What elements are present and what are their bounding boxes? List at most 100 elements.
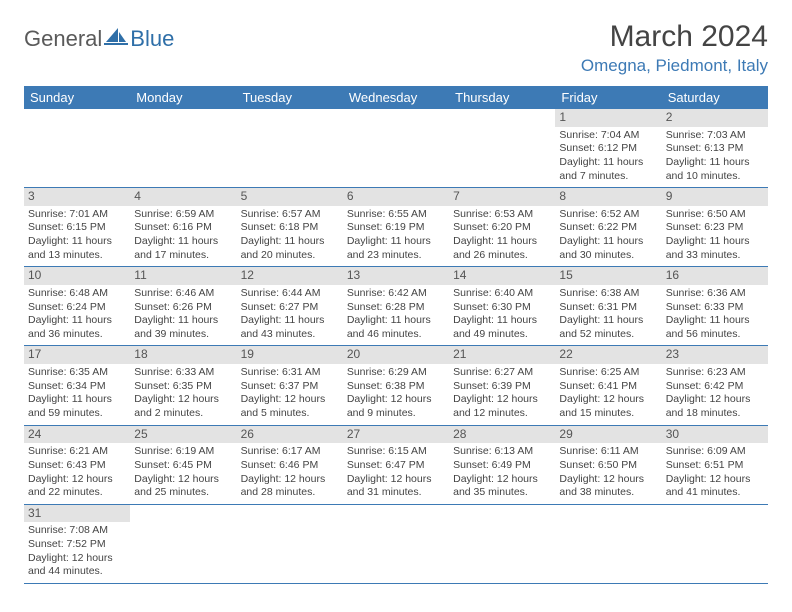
calendar-cell: 28Sunrise: 6:13 AM Sunset: 6:49 PM Dayli…: [449, 425, 555, 504]
header: General Blue March 2024 Omegna, Piedmont…: [24, 20, 768, 76]
day-number: 15: [555, 267, 661, 285]
day-detail: Sunrise: 6:59 AM Sunset: 6:16 PM Dayligh…: [134, 208, 232, 263]
day-detail: Sunrise: 6:36 AM Sunset: 6:33 PM Dayligh…: [666, 287, 764, 342]
day-detail: Sunrise: 7:04 AM Sunset: 6:12 PM Dayligh…: [559, 129, 657, 184]
calendar-cell: 31Sunrise: 7:08 AM Sunset: 7:52 PM Dayli…: [24, 504, 130, 583]
calendar-cell: 12Sunrise: 6:44 AM Sunset: 6:27 PM Dayli…: [237, 267, 343, 346]
weekday-header: Tuesday: [237, 86, 343, 109]
title-block: March 2024 Omegna, Piedmont, Italy: [581, 20, 768, 76]
calendar-cell: 26Sunrise: 6:17 AM Sunset: 6:46 PM Dayli…: [237, 425, 343, 504]
calendar-cell: [555, 504, 661, 583]
day-detail: Sunrise: 6:19 AM Sunset: 6:45 PM Dayligh…: [134, 445, 232, 500]
calendar-cell: 10Sunrise: 6:48 AM Sunset: 6:24 PM Dayli…: [24, 267, 130, 346]
calendar-cell: 30Sunrise: 6:09 AM Sunset: 6:51 PM Dayli…: [662, 425, 768, 504]
day-number: 12: [237, 267, 343, 285]
day-detail: Sunrise: 6:27 AM Sunset: 6:39 PM Dayligh…: [453, 366, 551, 421]
day-number: 23: [662, 346, 768, 364]
calendar-cell: 25Sunrise: 6:19 AM Sunset: 6:45 PM Dayli…: [130, 425, 236, 504]
day-detail: Sunrise: 6:09 AM Sunset: 6:51 PM Dayligh…: [666, 445, 764, 500]
weekday-header-row: SundayMondayTuesdayWednesdayThursdayFrid…: [24, 86, 768, 109]
calendar-cell: 11 Sunrise: 6:46 AM Sunset: 6:26 PM Dayli…: [130, 267, 236, 346]
day-number: 10: [24, 267, 130, 285]
day-number: 5: [237, 188, 343, 206]
day-number: 11: [130, 267, 236, 285]
day-detail: Sunrise: 6:40 AM Sunset: 6:30 PM Dayligh…: [453, 287, 551, 342]
calendar-cell: [130, 504, 236, 583]
day-number: 3: [24, 188, 130, 206]
calendar-cell: 29Sunrise: 6:11 AM Sunset: 6:50 PM Dayli…: [555, 425, 661, 504]
calendar-cell: 1 Sunrise: 7:04 AM Sunset: 6:12 PM Daylig…: [555, 109, 661, 188]
day-detail: Sunrise: 6:35 AM Sunset: 6:34 PM Dayligh…: [28, 366, 126, 421]
day-detail: Sunrise: 6:21 AM Sunset: 6:43 PM Dayligh…: [28, 445, 126, 500]
calendar-cell: 19Sunrise: 6:31 AM Sunset: 6:37 PM Dayli…: [237, 346, 343, 425]
weekday-header: Thursday: [449, 86, 555, 109]
calendar-cell: 27Sunrise: 6:15 AM Sunset: 6:47 PM Dayli…: [343, 425, 449, 504]
weekday-header: Monday: [130, 86, 236, 109]
calendar-row: 1 Sunrise: 7:04 AM Sunset: 6:12 PM Daylig…: [24, 109, 768, 188]
day-detail: Sunrise: 6:53 AM Sunset: 6:20 PM Dayligh…: [453, 208, 551, 263]
calendar-cell: 2Sunrise: 7:03 AM Sunset: 6:13 PM Daylig…: [662, 109, 768, 188]
month-title: March 2024: [581, 20, 768, 54]
day-detail: Sunrise: 6:25 AM Sunset: 6:41 PM Dayligh…: [559, 366, 657, 421]
calendar-cell: 3 Sunrise: 7:01 AM Sunset: 6:15 PM Daylig…: [24, 188, 130, 267]
day-detail: Sunrise: 6:13 AM Sunset: 6:49 PM Dayligh…: [453, 445, 551, 500]
calendar-cell: 23 Sunrise: 6:23 AM Sunset: 6:42 PM Dayli…: [662, 346, 768, 425]
day-detail: Sunrise: 6:15 AM Sunset: 6:47 PM Dayligh…: [347, 445, 445, 500]
calendar-cell: 8Sunrise: 6:52 AM Sunset: 6:22 PM Daylig…: [555, 188, 661, 267]
day-number: 27: [343, 426, 449, 444]
calendar-cell: [343, 504, 449, 583]
day-number: 28: [449, 426, 555, 444]
calendar-cell: 18Sunrise: 6:33 AM Sunset: 6:35 PM Dayli…: [130, 346, 236, 425]
calendar-cell: [237, 504, 343, 583]
day-number: 16: [662, 267, 768, 285]
calendar-table: SundayMondayTuesdayWednesdayThursdayFrid…: [24, 86, 768, 584]
day-number: 1: [555, 109, 661, 127]
day-detail: Sunrise: 7:01 AM Sunset: 6:15 PM Dayligh…: [28, 208, 126, 263]
calendar-cell: 17 Sunrise: 6:35 AM Sunset: 6:34 PM Dayli…: [24, 346, 130, 425]
day-detail: Sunrise: 6:29 AM Sunset: 6:38 PM Dayligh…: [347, 366, 445, 421]
calendar-cell: 14 Sunrise: 6:40 AM Sunset: 6:30 PM Dayli…: [449, 267, 555, 346]
calendar-cell: 16 Sunrise: 6:36 AM Sunset: 6:33 PM Dayli…: [662, 267, 768, 346]
calendar-cell: 9Sunrise: 6:50 AM Sunset: 6:23 PM Daylig…: [662, 188, 768, 267]
logo-text-2: Blue: [130, 26, 174, 52]
calendar-cell: 4Sunrise: 6:59 AM Sunset: 6:16 PM Daylig…: [130, 188, 236, 267]
calendar-cell: [130, 109, 236, 188]
weekday-header: Sunday: [24, 86, 130, 109]
location: Omegna, Piedmont, Italy: [581, 56, 768, 76]
calendar-cell: 13Sunrise: 6:42 AM Sunset: 6:28 PM Dayli…: [343, 267, 449, 346]
calendar-row: 24Sunrise: 6:21 AM Sunset: 6:43 PM Dayli…: [24, 425, 768, 504]
weekday-header: Friday: [555, 86, 661, 109]
day-number: 19: [237, 346, 343, 364]
day-number: 24: [24, 426, 130, 444]
calendar-body: 1 Sunrise: 7:04 AM Sunset: 6:12 PM Daylig…: [24, 109, 768, 583]
calendar-row: 3 Sunrise: 7:01 AM Sunset: 6:15 PM Daylig…: [24, 188, 768, 267]
calendar-cell: [343, 109, 449, 188]
day-detail: Sunrise: 6:52 AM Sunset: 6:22 PM Dayligh…: [559, 208, 657, 263]
sail-icon: [104, 26, 128, 52]
day-number: 21: [449, 346, 555, 364]
day-number: 13: [343, 267, 449, 285]
day-number: 14: [449, 267, 555, 285]
calendar-row: 31Sunrise: 7:08 AM Sunset: 7:52 PM Dayli…: [24, 504, 768, 583]
calendar-row: 17 Sunrise: 6:35 AM Sunset: 6:34 PM Dayli…: [24, 346, 768, 425]
day-detail: Sunrise: 6:17 AM Sunset: 6:46 PM Dayligh…: [241, 445, 339, 500]
day-detail: Sunrise: 6:57 AM Sunset: 6:18 PM Dayligh…: [241, 208, 339, 263]
day-detail: Sunrise: 6:38 AM Sunset: 6:31 PM Dayligh…: [559, 287, 657, 342]
logo: General Blue: [24, 26, 174, 52]
day-number: 25: [130, 426, 236, 444]
calendar-row: 10Sunrise: 6:48 AM Sunset: 6:24 PM Dayli…: [24, 267, 768, 346]
day-number: 26: [237, 426, 343, 444]
calendar-cell: 22Sunrise: 6:25 AM Sunset: 6:41 PM Dayli…: [555, 346, 661, 425]
day-detail: Sunrise: 6:55 AM Sunset: 6:19 PM Dayligh…: [347, 208, 445, 263]
weekday-header: Wednesday: [343, 86, 449, 109]
day-detail: Sunrise: 6:46 AM Sunset: 6:26 PM Dayligh…: [134, 287, 232, 342]
day-detail: Sunrise: 6:23 AM Sunset: 6:42 PM Dayligh…: [666, 366, 764, 421]
calendar-cell: 5 Sunrise: 6:57 AM Sunset: 6:18 PM Daylig…: [237, 188, 343, 267]
day-number: 18: [130, 346, 236, 364]
calendar-cell: 15 Sunrise: 6:38 AM Sunset: 6:31 PM Dayli…: [555, 267, 661, 346]
day-number: 20: [343, 346, 449, 364]
day-number: 17: [24, 346, 130, 364]
day-detail: Sunrise: 6:11 AM Sunset: 6:50 PM Dayligh…: [559, 445, 657, 500]
day-number: 9: [662, 188, 768, 206]
calendar-cell: 6Sunrise: 6:55 AM Sunset: 6:19 PM Daylig…: [343, 188, 449, 267]
